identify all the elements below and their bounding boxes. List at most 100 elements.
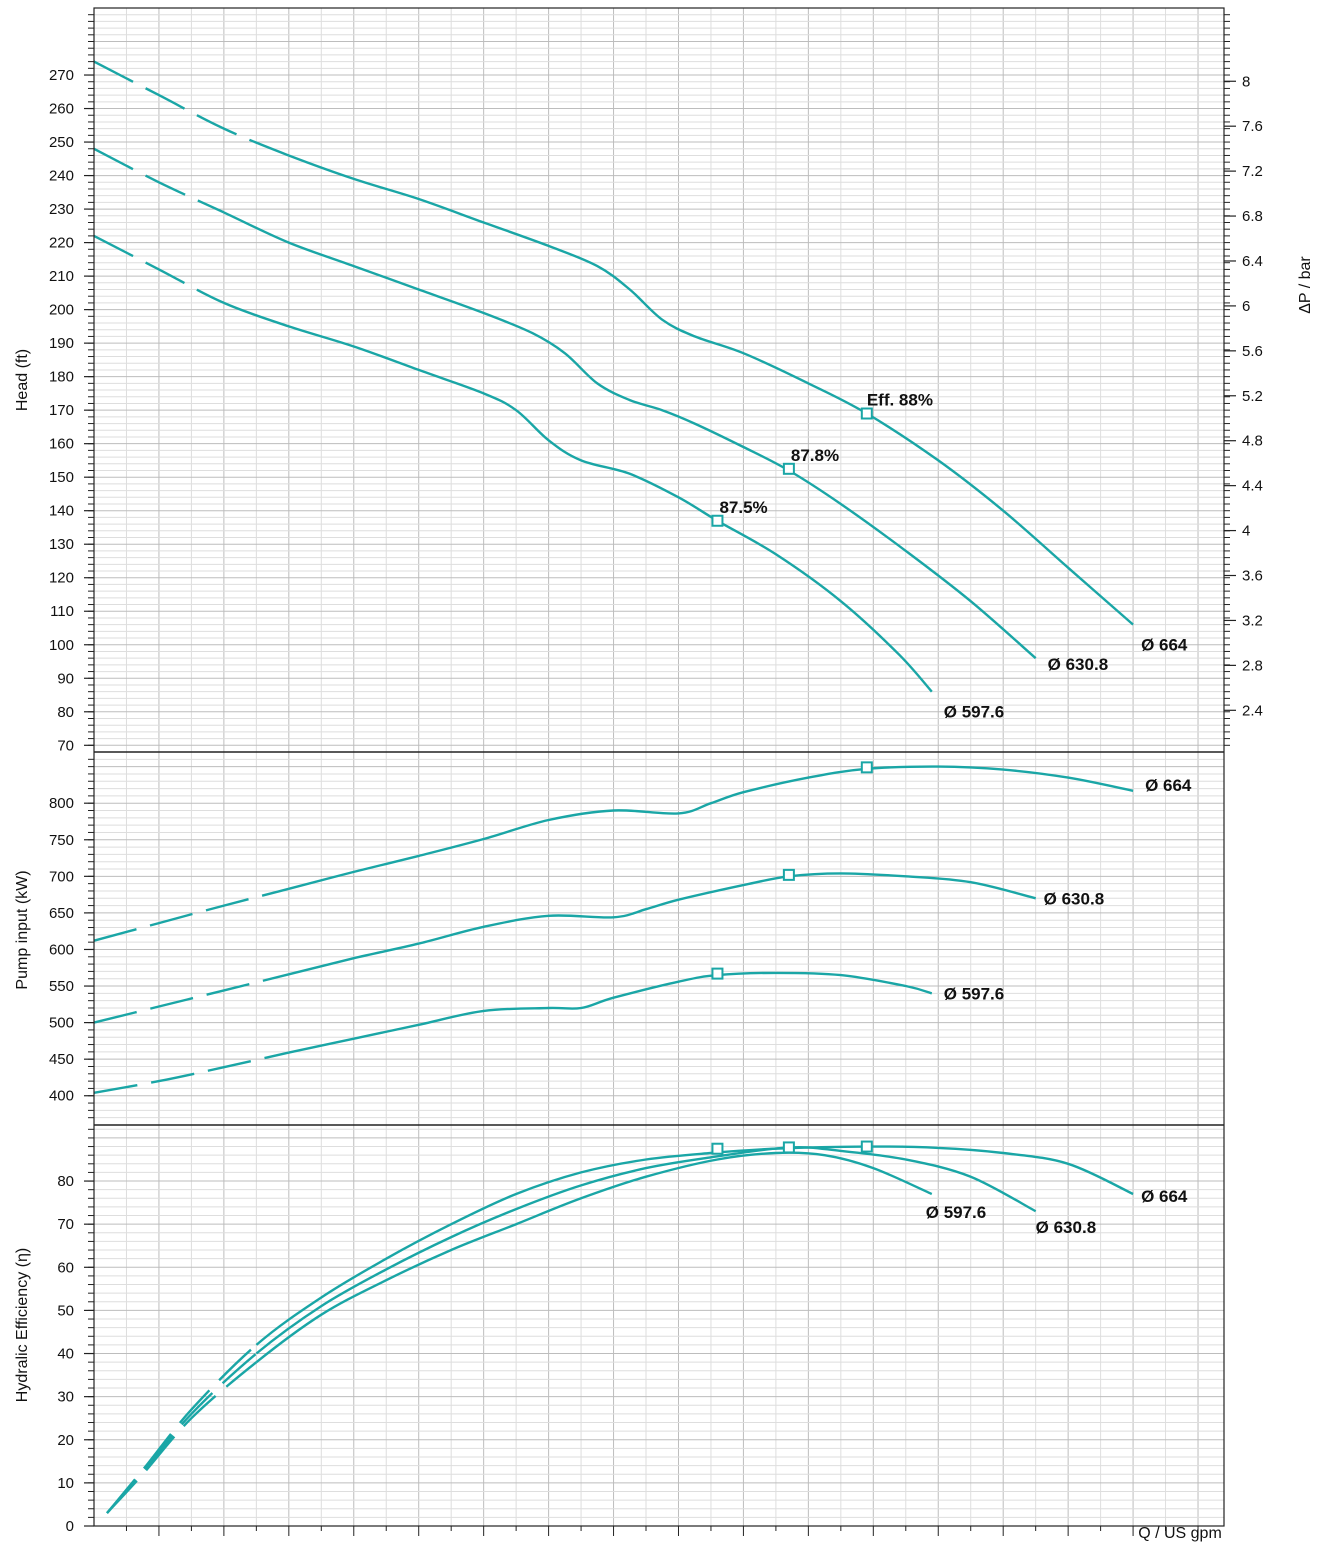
bep-marker	[860, 407, 873, 420]
bep-marker	[711, 514, 724, 527]
axis-ticks: 7080901001101201301401501601701801902002…	[49, 14, 1263, 1536]
frame	[93, 7, 1225, 1527]
y-tick-label: 110	[50, 603, 74, 620]
y-tick-label: 550	[49, 978, 74, 995]
y-tick-label: 130	[49, 536, 74, 553]
y2-tick-label: 5.6	[1242, 343, 1263, 360]
diameter-label: Ø 664	[1141, 636, 1188, 655]
y-tick-label: 210	[49, 268, 74, 285]
y2-tick-label: 6.4	[1242, 253, 1263, 270]
series-line	[288, 765, 1134, 890]
series-line	[288, 872, 1036, 976]
series-line	[255, 1151, 933, 1364]
y2-tick-label: 6	[1242, 298, 1250, 315]
series-line-dashed	[93, 60, 290, 157]
series-line-dashed	[93, 234, 225, 304]
y-tick-label: 20	[57, 1432, 74, 1449]
y2-tick-label: 7.6	[1242, 118, 1263, 135]
diameter-label: Ø 597.6	[926, 1203, 987, 1222]
y-tick-label: 500	[49, 1015, 74, 1032]
diameter-label: Ø 664	[1145, 776, 1192, 795]
efficiency-label: Eff. 88%	[867, 391, 933, 410]
y-tick-label: 160	[49, 436, 74, 453]
diameter-label: Ø 597.6	[944, 984, 1005, 1003]
series-line-dashed	[106, 1361, 258, 1514]
efficiency-label: 87.8%	[791, 446, 839, 465]
bep-marker	[860, 761, 873, 774]
dp-axis-title: ΔP / bar	[1297, 256, 1314, 314]
bep-marker	[782, 462, 795, 475]
y-tick-label: 230	[49, 201, 74, 218]
series-line	[288, 971, 933, 1054]
y-tick-label: 90	[57, 670, 74, 687]
y-tick-label: 50	[57, 1302, 74, 1319]
y2-tick-label: 2.4	[1242, 702, 1263, 719]
y-tick-label: 60	[57, 1259, 74, 1276]
y2-tick-label: 4	[1242, 523, 1250, 540]
bep-marker	[860, 1140, 873, 1153]
series-line-dashed	[93, 887, 290, 942]
series-line-dashed	[93, 973, 290, 1024]
y2-tick-label: 3.6	[1242, 568, 1263, 585]
series-line	[288, 154, 1134, 626]
y-tick-label: 80	[57, 704, 74, 721]
power-axis-title: Pump input (kW)	[14, 870, 31, 989]
bep-marker	[782, 1141, 795, 1154]
y-tick-label: 10	[57, 1475, 74, 1492]
head-axis-title: Head (ft)	[14, 349, 31, 411]
y-tick-label: 120	[49, 570, 74, 587]
plot-frame	[93, 7, 1225, 1527]
curves	[93, 60, 1134, 1514]
y-tick-label: 270	[49, 67, 74, 84]
grid	[94, 8, 1224, 1526]
series-line	[255, 1145, 1134, 1346]
y2-tick-label: 4.8	[1242, 433, 1263, 450]
y2-tick-label: 7.2	[1242, 163, 1263, 180]
y-tick-label: 250	[49, 134, 74, 151]
y-tick-label: 750	[49, 832, 74, 849]
y-tick-label: 260	[49, 101, 74, 118]
diameter-label: Ø 630.8	[1048, 655, 1109, 674]
y-tick-label: 220	[49, 235, 74, 252]
y-tick-label: 190	[49, 335, 74, 352]
bep-marker	[782, 868, 795, 881]
y-tick-label: 800	[49, 795, 74, 812]
y2-tick-label: 6.8	[1242, 208, 1263, 225]
diameter-label: Ø 597.6	[944, 703, 1005, 722]
x-axis-title: Q / US gpm	[1138, 1525, 1222, 1542]
y-tick-label: 180	[49, 369, 74, 386]
y-tick-label: 200	[49, 302, 74, 319]
labels: Head (ft) ΔP / bar Pump input (kW) Hydra…	[14, 256, 1314, 1542]
y-tick-label: 150	[49, 469, 74, 486]
diameter-label: Ø 630.8	[1044, 889, 1105, 908]
y-tick-label: 700	[49, 868, 74, 885]
y-tick-label: 40	[57, 1346, 74, 1363]
bep-marker	[711, 967, 724, 980]
y-tick-label: 70	[57, 1216, 74, 1233]
y-tick-label: 30	[57, 1389, 74, 1406]
y-tick-label: 450	[49, 1051, 74, 1068]
y-tick-label: 170	[49, 402, 74, 419]
y2-tick-label: 5.2	[1242, 388, 1263, 405]
y-tick-label: 240	[49, 168, 74, 185]
y2-tick-label: 2.8	[1242, 657, 1263, 674]
y-tick-label: 140	[49, 503, 74, 520]
series-line	[255, 1145, 1037, 1355]
y-tick-label: 400	[49, 1088, 74, 1105]
series-line	[223, 301, 933, 693]
y-tick-label: 0	[66, 1518, 74, 1535]
efficiency-label: 87.5%	[719, 498, 767, 517]
y-tick-label: 100	[49, 637, 74, 654]
series-line	[223, 211, 1037, 660]
bep-marker	[711, 1142, 724, 1155]
y-tick-label: 600	[49, 941, 74, 958]
y2-tick-label: 3.2	[1242, 612, 1263, 629]
series-line-dashed	[93, 1051, 290, 1094]
efficiency-axis-title: Hydralic Efficiency (η)	[14, 1248, 31, 1402]
y-tick-label: 80	[57, 1173, 74, 1190]
diameter-label: Ø 664	[1141, 1187, 1188, 1206]
diameter-label: Ø 630.8	[1036, 1218, 1097, 1237]
y-tick-label: 70	[57, 737, 74, 754]
series-line-dashed	[93, 147, 225, 214]
